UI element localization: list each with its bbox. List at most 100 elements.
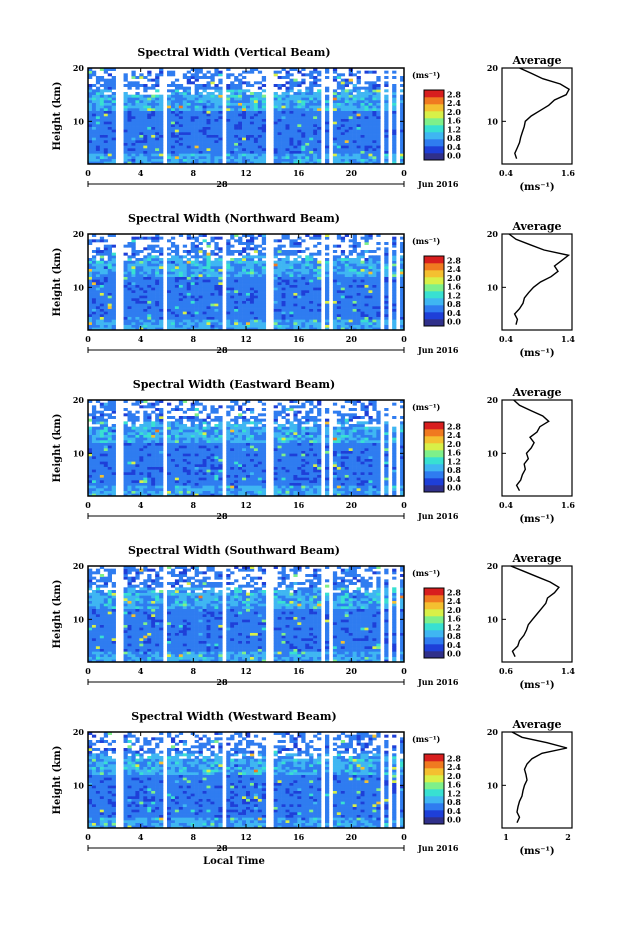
heatmap-cell <box>384 156 389 159</box>
heatmap-cell <box>230 140 235 143</box>
heatmap-cell <box>186 236 191 240</box>
heatmap-cell <box>186 316 191 320</box>
heatmap-cell <box>273 134 278 138</box>
heatmap-cell <box>139 126 144 130</box>
heatmap-cell <box>348 102 353 106</box>
heatmap-cell <box>305 306 310 309</box>
heatmap-cell <box>123 121 128 125</box>
heatmap-cell <box>340 132 346 135</box>
heatmap-cell <box>178 316 184 320</box>
heatmap-cell <box>242 161 247 165</box>
heatmap-cell <box>127 134 132 138</box>
heatmap-cell <box>127 263 132 267</box>
heatmap-cell <box>281 148 286 151</box>
heatmap-cell <box>261 76 267 79</box>
heatmap-cell <box>360 311 365 315</box>
heatmap-cell <box>352 276 357 280</box>
heatmap-cell <box>376 274 381 277</box>
heatmap-cell <box>111 458 116 462</box>
heatmap-cell <box>151 314 156 317</box>
heatmap-cell <box>360 324 365 328</box>
heatmap-cell <box>91 118 97 122</box>
heatmap-cell <box>273 70 278 74</box>
heatmap-cell <box>325 252 330 256</box>
heatmap-cell <box>360 118 365 122</box>
heatmap-cell <box>186 108 191 111</box>
heatmap-cell <box>218 322 223 325</box>
heatmap-cell <box>198 129 203 133</box>
heatmap-cell <box>376 105 381 109</box>
heatmap-cell <box>143 400 148 403</box>
heatmap-cell <box>218 306 223 309</box>
heatmap-cell <box>317 236 322 240</box>
heatmap-cell <box>143 437 148 441</box>
heatmap-cell <box>190 300 195 304</box>
heatmap-cell <box>174 276 180 280</box>
heatmap-cell <box>384 134 389 138</box>
heatmap-cell <box>332 68 338 71</box>
heatmap-cell <box>151 319 156 323</box>
heatmap-cell <box>131 316 136 320</box>
heatmap-cell <box>392 153 397 157</box>
heatmap-cell <box>123 450 128 454</box>
heatmap-cell <box>159 314 164 317</box>
heatmap-cell <box>167 156 172 159</box>
heatmap-cell <box>143 108 148 111</box>
heatmap-cell <box>147 148 152 151</box>
heatmap-cell <box>218 94 223 98</box>
heatmap-cell <box>242 274 247 277</box>
heatmap-cell <box>301 150 306 154</box>
heatmap-cell <box>178 121 184 125</box>
heatmap-cell <box>360 161 365 165</box>
heatmap-cell <box>392 300 397 304</box>
heatmap-cell <box>206 94 211 98</box>
heatmap-cell <box>174 255 180 259</box>
heatmap-cell <box>218 132 223 135</box>
heatmap-cell <box>127 418 132 422</box>
heatmap-cell <box>186 134 191 138</box>
heatmap-cell <box>91 485 97 489</box>
heatmap-cell <box>301 260 306 264</box>
heatmap-cell <box>198 327 203 331</box>
heatmap-cell <box>226 250 231 253</box>
heatmap-cell <box>123 126 128 130</box>
heatmap-cell <box>91 450 97 454</box>
heatmap-cell <box>340 84 346 87</box>
heatmap-cell <box>99 121 105 125</box>
heatmap-cell <box>123 485 128 489</box>
heatmap-cell <box>305 247 310 251</box>
heatmap-cell <box>123 477 128 481</box>
heatmap-cell <box>348 68 353 71</box>
heatmap-cell <box>249 92 255 95</box>
heatmap-cell <box>285 282 290 285</box>
heatmap-cell <box>107 292 112 296</box>
heatmap-cell <box>360 282 365 285</box>
heatmap-cell <box>400 142 405 146</box>
heatmap-cell <box>344 258 349 261</box>
heatmap-cell <box>214 284 219 288</box>
heatmap-cell <box>234 234 239 237</box>
heatmap-cell <box>178 282 184 285</box>
heatmap-cell <box>392 295 397 299</box>
heatmap-cell <box>190 102 195 106</box>
heatmap-cell <box>230 282 235 285</box>
heatmap-cell <box>123 421 128 425</box>
heatmap-cell <box>210 308 215 312</box>
heatmap-cell <box>135 287 140 291</box>
heatmap-cell <box>238 266 243 269</box>
heatmap-cell <box>95 276 101 280</box>
heatmap-cell <box>376 142 381 146</box>
heatmap-cell <box>234 132 239 135</box>
heatmap-cell <box>344 94 349 98</box>
heatmap-cell <box>400 327 405 331</box>
heatmap-cell <box>360 116 365 119</box>
heatmap-cell <box>131 432 136 435</box>
heatmap-cell <box>174 145 180 149</box>
heatmap-cell <box>360 314 365 317</box>
heatmap-cell <box>293 105 298 109</box>
heatmap-cell <box>178 279 184 283</box>
heatmap-cell <box>317 327 322 331</box>
heatmap-cell <box>356 129 361 133</box>
heatmap-cell <box>170 282 176 285</box>
heatmap-cell <box>143 287 148 291</box>
